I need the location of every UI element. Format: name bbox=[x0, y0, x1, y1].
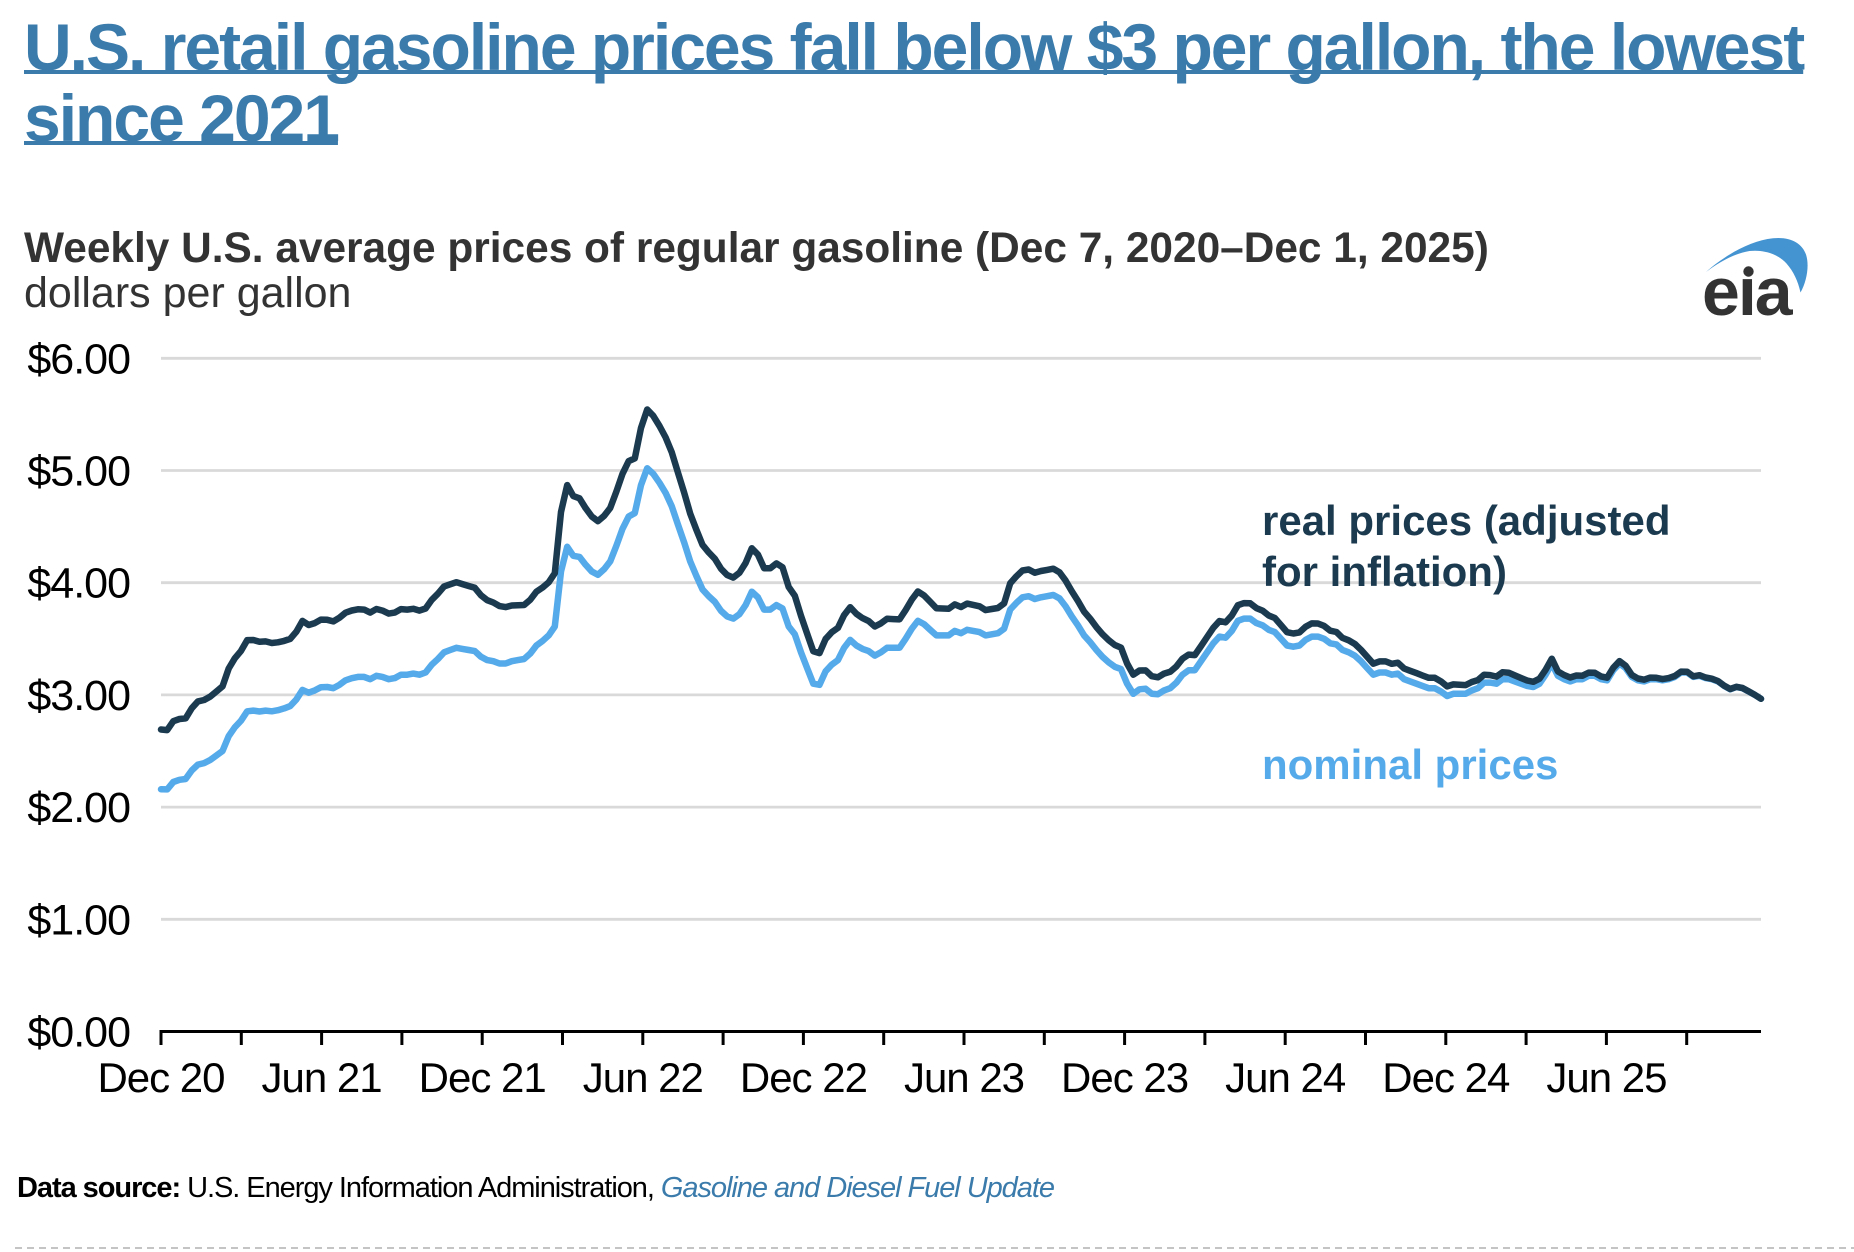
svg-text:Jun 21: Jun 21 bbox=[262, 1054, 382, 1101]
svg-text:Dec 20: Dec 20 bbox=[97, 1054, 224, 1101]
svg-text:Jun 22: Jun 22 bbox=[583, 1054, 703, 1101]
svg-text:$4.00: $4.00 bbox=[27, 560, 130, 608]
svg-text:$1.00: $1.00 bbox=[27, 896, 130, 944]
svg-text:eıa: eıa bbox=[1702, 254, 1794, 330]
svg-text:Jun 25: Jun 25 bbox=[1546, 1054, 1666, 1101]
svg-text:Jun 23: Jun 23 bbox=[904, 1054, 1024, 1101]
svg-text:Dec 22: Dec 22 bbox=[740, 1054, 867, 1101]
svg-text:$6.00: $6.00 bbox=[27, 335, 130, 383]
svg-text:Jun 24: Jun 24 bbox=[1225, 1054, 1346, 1101]
svg-text:nominal prices: nominal prices bbox=[1262, 741, 1558, 788]
svg-text:Dec 23: Dec 23 bbox=[1061, 1054, 1188, 1101]
svg-text:$3.00: $3.00 bbox=[27, 672, 130, 720]
svg-text:$0.00: $0.00 bbox=[27, 1009, 130, 1057]
svg-text:$2.00: $2.00 bbox=[27, 784, 130, 832]
svg-text:$5.00: $5.00 bbox=[27, 448, 130, 496]
svg-text:Dec 21: Dec 21 bbox=[419, 1054, 546, 1101]
svg-text:real prices (adjusted: real prices (adjusted bbox=[1262, 497, 1671, 544]
svg-text:for inflation): for inflation) bbox=[1262, 548, 1507, 595]
svg-text:Dec 24: Dec 24 bbox=[1382, 1054, 1510, 1101]
